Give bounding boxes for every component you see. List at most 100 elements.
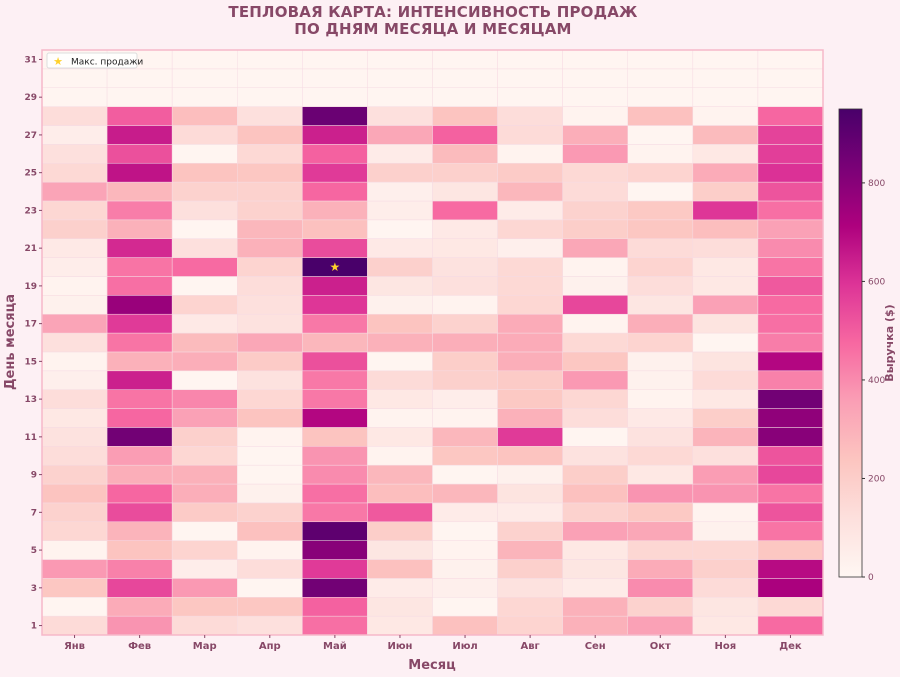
heatmap-cell [171,49,238,70]
heatmap-cell [302,125,368,145]
heatmap-cell [562,597,628,617]
heatmap-cell [106,615,173,636]
heatmap-cell [757,313,824,334]
max-sales-star-icon: ★ [330,260,341,274]
heatmap-cell [171,68,238,88]
heatmap-cell [757,615,824,636]
heatmap-cell [692,238,759,258]
heatmap-cell [41,87,108,107]
heatmap-cell [627,615,694,636]
heatmap-cell [106,578,173,598]
heatmap-cell [41,125,108,145]
heatmap-cell [237,49,303,70]
heatmap-cell [41,238,108,258]
heatmap-cell [432,615,498,636]
y-tick-label: 27 [24,131,37,141]
heatmap-cell [41,144,108,164]
heatmap-cell [171,370,238,390]
y-tick-label: 3 [31,584,37,594]
heatmap-cell [432,370,498,390]
heatmap-cell [432,540,498,560]
heatmap-cell [497,219,563,239]
heatmap-cell [692,162,759,183]
heatmap-cell [757,502,824,523]
heatmap-cell [692,464,759,485]
x-tick-label: Дек [779,641,802,652]
heatmap-cell [497,446,563,466]
heatmap-cell [627,257,694,277]
heatmap-cell [302,615,368,636]
heatmap-cell [432,578,498,598]
heatmap-cell [562,144,628,164]
heatmap-cell [41,200,108,221]
colorbar-label: Выручка ($) [883,304,896,381]
heatmap-cell [367,502,433,523]
heatmap-cell [627,295,694,315]
heatmap-cell [757,408,824,428]
heatmap-cell [237,615,303,636]
heatmap-cell [367,615,433,636]
colorbar-tick-label: 600 [868,277,885,287]
heatmap-cell [757,295,824,315]
heatmap-cell [367,446,433,466]
heatmap-cell [302,313,368,334]
heatmap-cell [171,427,238,447]
heatmap-cell [171,87,238,107]
heatmap-cell [171,615,238,636]
heatmap-cell [237,502,303,523]
x-tick-label: Янв [64,641,85,652]
heatmap-cell [237,238,303,258]
heatmap-cell [367,313,433,334]
heatmap-cell [497,408,563,428]
heatmap-cell [692,408,759,428]
y-tick-label: 23 [24,206,37,216]
heatmap-cell [562,257,628,277]
colorbar-gradient [838,108,863,578]
heatmap-cell [757,276,824,296]
heatmap-cell [692,181,759,202]
heatmap-cell [367,87,433,107]
heatmap-cell [302,389,368,409]
colorbar-ticks: 0 200 400 600 800 [862,179,885,583]
heatmap-cell [367,68,433,88]
heatmap-cell [106,521,173,541]
heatmap-cell [367,295,433,315]
heatmap-cell [627,446,694,466]
heatmap-cell [432,559,498,579]
x-tick-label: Фев [128,641,151,652]
y-tick-label: 13 [24,395,37,405]
heatmap-cell [562,238,628,258]
heatmap-cell [41,446,108,466]
x-tick-label: Май [323,641,347,652]
heatmap-cell [41,257,108,277]
heatmap-cell [106,238,173,258]
heatmap-cell [237,559,303,579]
chart-title: ТЕПЛОВАЯ КАРТА: ИНТЕНСИВНОСТЬ ПРОДАЖ ПО … [0,4,866,38]
heatmap-cell [432,464,498,485]
plot-frame [41,49,824,636]
heatmap-cell [562,370,628,390]
heatmap-cell [692,200,759,221]
heatmap-cell [237,446,303,466]
heatmap-cell [41,483,108,504]
heatmap-cell [432,521,498,541]
heatmap-cell [757,49,824,70]
heatmap-cell [106,464,173,485]
heatmap-cell [627,483,694,504]
heatmap-cell [757,87,824,107]
heatmap-cell [171,200,238,221]
heatmap-cell [41,106,108,126]
heatmap-cell [627,502,694,523]
heatmap-cell [171,540,238,560]
heatmap-cell [302,295,368,315]
heatmap-cell [627,162,694,183]
y-tick-label: 25 [24,169,37,179]
heatmap-cell [432,49,498,70]
heatmap-cell [171,464,238,485]
heatmap-cell [757,219,824,239]
heatmap-cell [171,106,238,126]
heatmap-cell [237,351,303,372]
heatmap-cell [302,408,368,428]
heatmap-cell [692,483,759,504]
